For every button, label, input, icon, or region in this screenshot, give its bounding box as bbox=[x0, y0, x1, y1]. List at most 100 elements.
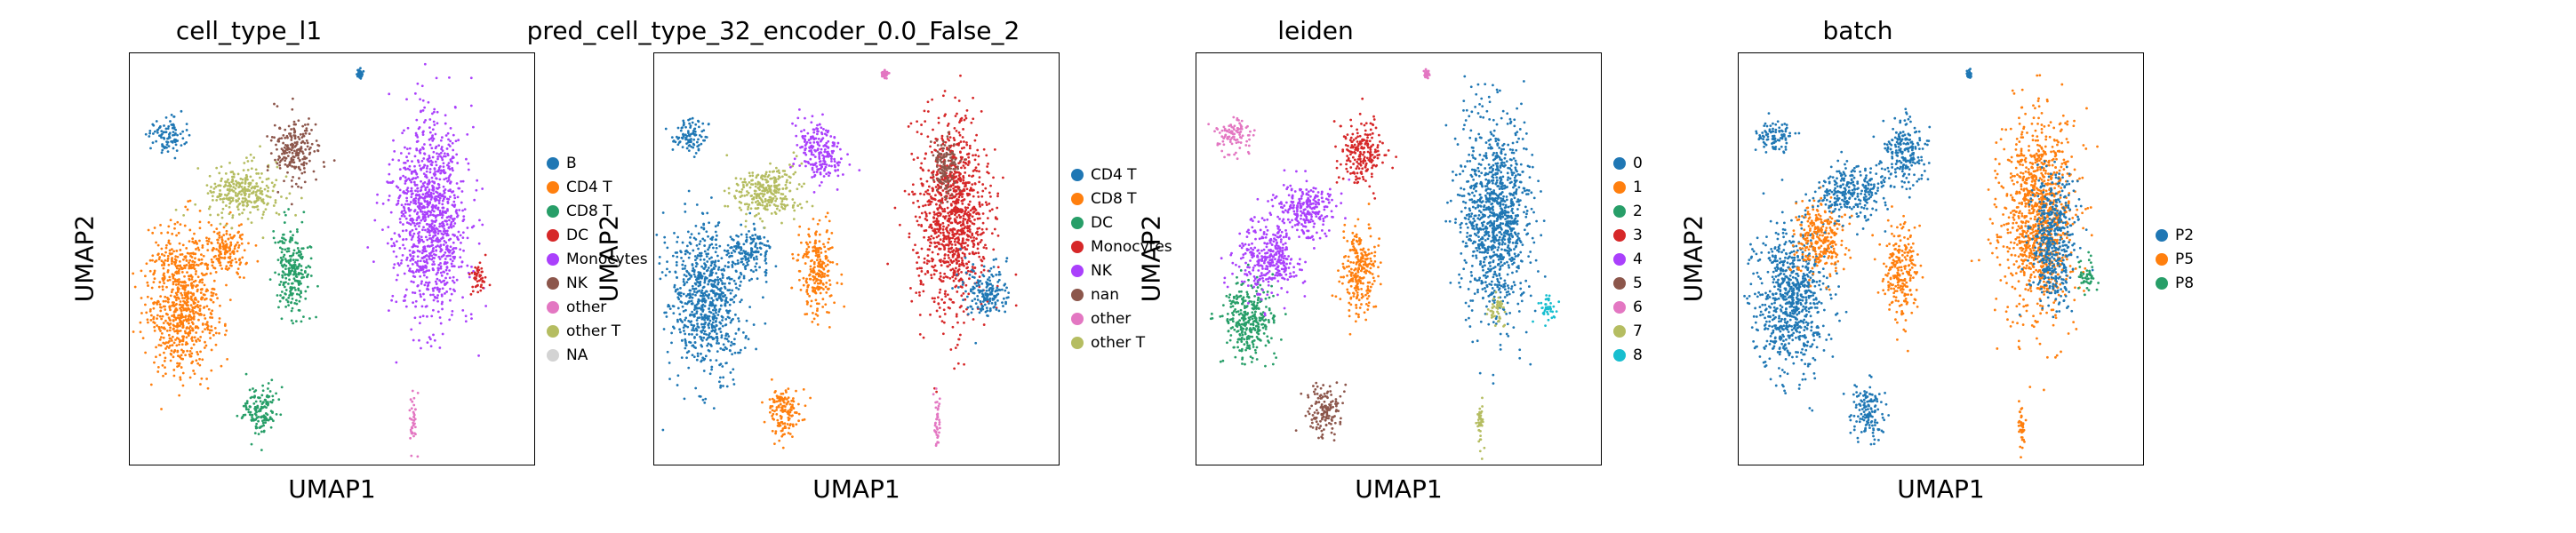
scatter-point bbox=[425, 258, 428, 261]
scatter-point bbox=[418, 164, 421, 167]
panel-title: cell_type_l1 bbox=[175, 16, 323, 45]
scatter-point bbox=[284, 258, 287, 261]
scatter-point bbox=[444, 292, 446, 295]
scatter-point bbox=[230, 227, 234, 230]
scatter-point bbox=[744, 267, 748, 271]
scatter-point bbox=[420, 235, 423, 239]
scatter-point bbox=[391, 158, 395, 162]
scatter-point bbox=[300, 171, 304, 175]
scatter-point bbox=[798, 203, 802, 206]
scatter-point bbox=[176, 322, 180, 325]
scatter-point bbox=[411, 228, 414, 232]
scatter-point bbox=[287, 296, 291, 299]
legend-label: NK bbox=[566, 274, 588, 292]
scatter-point bbox=[192, 343, 196, 346]
scatter-point bbox=[724, 297, 728, 299]
scatter-point bbox=[191, 329, 195, 332]
scatter-point bbox=[224, 180, 227, 183]
scatter-point bbox=[403, 295, 406, 298]
scatter-point bbox=[692, 329, 696, 332]
scatter-point bbox=[424, 219, 428, 221]
scatter-point bbox=[172, 127, 176, 131]
scatter-point bbox=[206, 192, 210, 195]
scatter-point bbox=[696, 354, 700, 358]
scatter-point bbox=[716, 282, 720, 286]
scatter-point bbox=[282, 282, 285, 285]
scatter-point bbox=[846, 153, 849, 156]
scatter-point bbox=[215, 248, 218, 251]
scatter-point bbox=[253, 432, 257, 435]
scatter-point bbox=[168, 132, 171, 136]
scatter-point bbox=[185, 263, 188, 266]
scatter-point bbox=[828, 219, 831, 223]
scatter-point bbox=[204, 344, 208, 347]
scatter-point bbox=[716, 286, 718, 290]
scatter-point bbox=[777, 421, 780, 425]
scatter-point bbox=[767, 185, 771, 187]
scatter-point bbox=[453, 106, 457, 109]
scatter-point bbox=[830, 164, 833, 168]
scatter-point bbox=[414, 189, 417, 193]
scatter-point bbox=[301, 132, 305, 136]
scatter-point bbox=[220, 165, 223, 169]
scatter-point bbox=[451, 314, 453, 316]
scatter-point bbox=[193, 372, 196, 376]
scatter-point bbox=[701, 286, 705, 290]
scatter-point bbox=[737, 241, 740, 244]
scatter-point bbox=[740, 233, 743, 236]
scatter-point bbox=[284, 159, 287, 163]
scatter-point bbox=[693, 308, 696, 312]
scatter-point bbox=[163, 137, 166, 140]
scatter-point bbox=[724, 294, 727, 297]
scatter-point bbox=[801, 418, 804, 422]
scatter-point bbox=[421, 212, 425, 216]
scatter-point bbox=[296, 259, 300, 262]
scatter-point bbox=[746, 263, 749, 266]
scatter-point bbox=[765, 180, 768, 184]
scatter-point bbox=[781, 193, 785, 196]
scatter-point bbox=[164, 308, 167, 311]
scatter-point bbox=[405, 288, 408, 291]
scatter-point bbox=[683, 274, 686, 276]
scatter-point bbox=[711, 285, 715, 289]
scatter-point bbox=[407, 222, 411, 225]
scatter-point bbox=[750, 249, 753, 252]
scatter-point bbox=[419, 208, 422, 211]
scatter-point bbox=[264, 208, 268, 211]
scatter-point bbox=[229, 261, 233, 265]
scatter-point bbox=[680, 356, 684, 360]
scatter-point bbox=[390, 237, 393, 241]
scatter-point bbox=[684, 346, 687, 350]
scatter-point bbox=[695, 319, 699, 322]
scatter-point bbox=[431, 128, 435, 131]
scatter-point bbox=[433, 286, 436, 290]
scatter-point bbox=[169, 319, 172, 322]
scatter-point bbox=[292, 259, 295, 261]
scatter-point bbox=[718, 327, 722, 330]
scatter-point bbox=[836, 188, 839, 191]
scatter-point bbox=[192, 252, 196, 256]
scatter-point bbox=[155, 120, 158, 123]
scatter-point bbox=[668, 362, 671, 364]
scatter-point bbox=[300, 290, 302, 293]
scatter-point bbox=[828, 174, 830, 178]
scatter-point bbox=[439, 155, 442, 158]
scatter-point bbox=[397, 264, 401, 267]
scatter-point bbox=[387, 181, 390, 184]
scatter-point bbox=[817, 286, 820, 290]
scatter-point bbox=[241, 197, 244, 200]
scatter-point bbox=[418, 196, 421, 200]
scatter-point bbox=[754, 201, 757, 203]
scatter-point bbox=[828, 171, 832, 175]
scatter-point bbox=[410, 280, 413, 283]
scatter-point bbox=[664, 127, 668, 131]
scatter-point bbox=[225, 329, 228, 332]
scatter-point bbox=[284, 163, 287, 166]
scatter-point bbox=[408, 214, 412, 218]
scatter-point bbox=[741, 263, 745, 266]
scatter-point bbox=[193, 242, 196, 244]
scatter-point bbox=[812, 145, 815, 148]
scatter-point bbox=[278, 161, 282, 163]
scatter-point bbox=[743, 346, 747, 350]
scatter-point bbox=[706, 211, 709, 215]
